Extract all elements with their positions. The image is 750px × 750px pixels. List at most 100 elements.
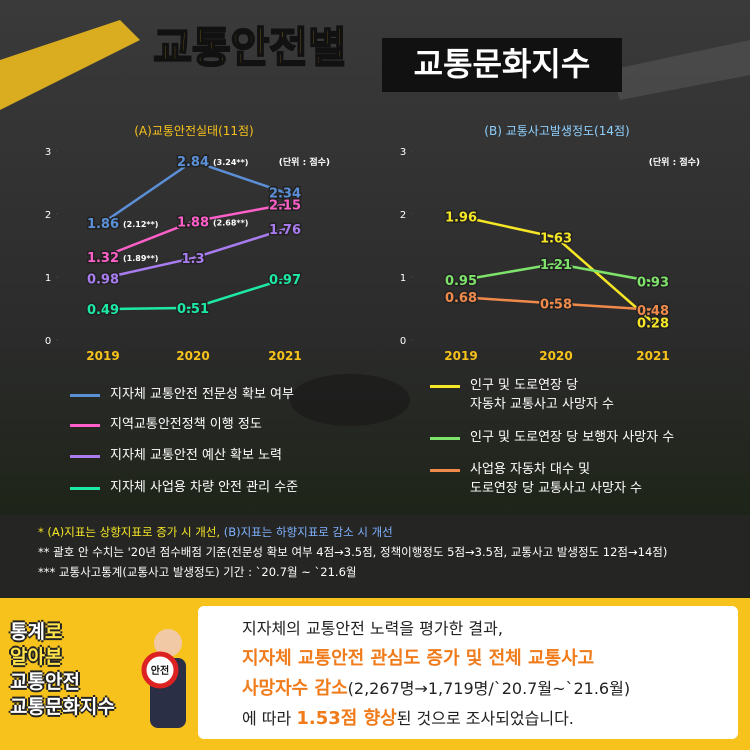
value-label: 2.15 bbox=[269, 199, 301, 214]
badge-line: 알아본 bbox=[10, 645, 150, 670]
x-tick-label: 2020 bbox=[176, 349, 209, 363]
x-tick-label: 2021 bbox=[636, 349, 669, 363]
value-label: 1.3 bbox=[181, 252, 204, 267]
chart-title: (B) 교통사고발생정도(14점) bbox=[484, 124, 629, 138]
series-line bbox=[102, 203, 286, 259]
footnote: ** 괄호 안 수치는 '20년 점수배점 기준(전문성 확보 여부 4점→3.… bbox=[38, 542, 738, 562]
note: (3.24**) bbox=[213, 158, 248, 167]
footnote-text: *** 교통사고통계(교통사고 발생정도) 기간 : `20.7월 ~ `21.… bbox=[38, 565, 357, 579]
badge-text: 통계 bbox=[10, 621, 45, 643]
value-label: 0.68 bbox=[445, 291, 477, 306]
note: (2.68**) bbox=[213, 219, 248, 228]
summary-text: 지자체의 교통안전 노력을 평가한 결과, bbox=[242, 619, 503, 638]
y-tick-label: 2 bbox=[400, 210, 406, 221]
legend-entry: 인구 및 도로연장 당 자동차 교통사고 사망자 수 bbox=[430, 376, 614, 414]
x-tick-label: 2019 bbox=[86, 349, 119, 363]
legend-swatch bbox=[430, 437, 460, 440]
summary-text: 사망자수 감소 bbox=[242, 678, 348, 699]
series-line bbox=[460, 295, 654, 312]
legend-entry: 지자체 교통안전 전문성 확보 여부 bbox=[70, 385, 294, 404]
summary-line: 에 따라 1.53점 향상된 것으로 조사되었습니다. bbox=[198, 704, 738, 734]
y-tick-label: 0 bbox=[45, 336, 51, 347]
footnote: *** 교통사고통계(교통사고 발생정도) 기간 : `20.7월 ~ `21.… bbox=[38, 562, 738, 582]
badge-text: 알아본 bbox=[10, 646, 63, 668]
unit-label: (단위 : 점수) bbox=[649, 156, 700, 168]
legend-swatch bbox=[70, 455, 100, 458]
character: 안전 bbox=[141, 629, 186, 728]
footnote-text: ** 괄호 안 수치는 '20년 점수배점 기준(전문성 확보 여부 4점→3.… bbox=[38, 545, 668, 559]
summary-text: 에 따라 bbox=[242, 709, 297, 728]
y-tick-label: 1 bbox=[45, 273, 51, 284]
title: 교통안전별 bbox=[153, 23, 346, 72]
subtitle: 교통문화지수 bbox=[414, 45, 591, 83]
badge-text: 교통문화지수 bbox=[10, 696, 115, 718]
series-line bbox=[102, 277, 286, 311]
summary-line: 사망자수 감소(2,267명→1,719명/`20.7월~`21.6월) bbox=[198, 674, 738, 704]
series-line bbox=[460, 215, 654, 324]
legend-entry: 지자체 교통안전 예산 확보 노력 bbox=[70, 446, 282, 465]
legend-entry: 지역교통안전정책 이행 정도 bbox=[70, 415, 262, 434]
value-label: 1.88 bbox=[177, 216, 209, 231]
y-tick-label: 0 bbox=[400, 336, 406, 347]
badge-line: 교통안전 bbox=[10, 670, 150, 695]
summary-line: 지자체의 교통안전 노력을 평가한 결과, bbox=[198, 614, 738, 644]
value-label: 1.32 bbox=[87, 251, 119, 266]
series-line bbox=[102, 159, 286, 224]
legend-swatch bbox=[430, 385, 460, 388]
footnote-text: (B)지표는 하향지표로 감소 시 개선 bbox=[223, 525, 393, 539]
value-label: 0.58 bbox=[540, 297, 572, 312]
badge: 통계로 알아본 교통안전 교통문화지수 bbox=[10, 620, 150, 720]
value-label: 0.95 bbox=[445, 274, 477, 289]
value-label: 0.93 bbox=[637, 275, 669, 290]
footnote-text: * (A)지표는 상향지표로 증가 시 개선, bbox=[38, 525, 224, 539]
series-line bbox=[102, 227, 286, 280]
note: (1.89**) bbox=[123, 254, 158, 263]
x-tick-label: 2019 bbox=[444, 349, 477, 363]
badge-line: 통계로 bbox=[10, 620, 150, 645]
summary-text: 1.53점 향상 bbox=[296, 708, 397, 729]
value-label: 2.34 bbox=[269, 187, 301, 202]
unit-label: (단위 : 점수) bbox=[279, 156, 330, 168]
badge-text: 로 bbox=[44, 621, 63, 643]
summary-line: 지자체 교통안전 관심도 증가 및 전체 교통사고 bbox=[198, 644, 738, 674]
legend-entry: 인구 및 도로연장 당 보행자 사망자 수 bbox=[430, 428, 674, 447]
y-tick-label: 1 bbox=[400, 273, 406, 284]
legend-swatch bbox=[430, 469, 460, 472]
summary-panel: 통계로 알아본 교통안전 교통문화지수 안전 지자체의 교통안전 노력을 평가한 결과… bbox=[0, 598, 750, 750]
legend-entry: 지자체 사업용 차량 안전 관리 수준 bbox=[70, 478, 298, 497]
chart-title: (A)교통안전실태(11점) bbox=[134, 124, 254, 138]
value-label: 0.51 bbox=[177, 302, 209, 317]
sign-text: 안전 bbox=[151, 664, 169, 677]
value-label: 0.98 bbox=[87, 272, 119, 287]
x-tick-label: 2021 bbox=[268, 349, 301, 363]
badge-text: 교통안전 bbox=[10, 671, 80, 693]
legend-swatch bbox=[70, 424, 100, 427]
y-tick-label: 3 bbox=[400, 147, 406, 158]
summary-text: 지자체 교통안전 관심도 증가 및 전체 교통사고 bbox=[242, 648, 595, 669]
summary: 지자체의 교통안전 노력을 평가한 결과, 지자체 교통안전 관심도 증가 및 전… bbox=[198, 606, 738, 739]
legend-entry: 사업용 자동차 대수 및 도로연장 당 교통사고 사망자 수 bbox=[430, 460, 642, 498]
value-label: 1.63 bbox=[540, 231, 572, 246]
note: (2.12**) bbox=[123, 220, 158, 229]
badge-line: 교통문화지수 bbox=[10, 695, 150, 720]
value-label: 1.76 bbox=[269, 223, 301, 238]
x-tick-label: 2020 bbox=[539, 349, 572, 363]
value-label: 0.28 bbox=[637, 316, 669, 331]
series-line bbox=[460, 262, 654, 283]
value-label: 1.86 bbox=[87, 217, 119, 232]
value-label: 1.21 bbox=[540, 258, 572, 273]
value-label: 2.84 bbox=[177, 155, 209, 170]
summary-text: 된 것으로 조사되었습니다. bbox=[396, 709, 574, 728]
footnote: * (A)지표는 상향지표로 증가 시 개선, (B)지표는 하향지표로 감소 … bbox=[38, 522, 738, 542]
value-label: 0.49 bbox=[87, 303, 119, 318]
footnotes: * (A)지표는 상향지표로 증가 시 개선, (B)지표는 하향지표로 감소 … bbox=[38, 522, 738, 582]
legend-swatch bbox=[70, 487, 100, 490]
value-label: 0.48 bbox=[637, 304, 669, 319]
legend-swatch bbox=[70, 394, 100, 397]
y-tick-label: 3 bbox=[45, 147, 51, 158]
y-tick-label: 2 bbox=[45, 210, 51, 221]
value-label: 1.96 bbox=[445, 211, 477, 226]
value-label: 0.97 bbox=[269, 273, 301, 288]
